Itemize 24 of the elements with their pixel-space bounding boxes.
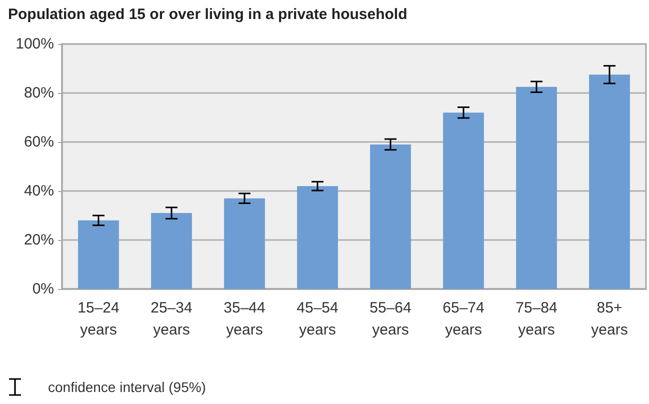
y-tick-label: 0% — [32, 280, 54, 298]
y-tick-label: 80% — [24, 84, 54, 102]
bar — [297, 186, 338, 289]
x-tick-label: 55–64 years — [370, 300, 412, 338]
bar — [589, 74, 630, 289]
x-tick-label: 25–34 years — [150, 300, 192, 338]
x-tick-label: 45–54 years — [296, 300, 338, 338]
bar — [443, 112, 484, 289]
bar — [78, 220, 119, 289]
y-tick-label: 60% — [24, 134, 54, 150]
y-tick-label: 40% — [24, 182, 54, 200]
bar — [370, 144, 411, 289]
x-tick-label: 35–44 years — [224, 300, 266, 338]
y-tick-label: 100% — [16, 36, 54, 52]
chart-title: Population aged 15 or over living in a private household — [8, 6, 408, 23]
x-tick-label: 65–74 years — [442, 300, 484, 338]
x-tick-label: 75–84 years — [516, 300, 558, 338]
text: confidence interval (95%) — [48, 379, 206, 395]
y-tick-label: 20% — [24, 232, 54, 248]
x-tick-label: 85+ years — [591, 300, 628, 338]
bar — [516, 86, 557, 289]
bar — [224, 198, 265, 289]
bar — [151, 213, 192, 289]
x-tick-label: 15–24 years — [78, 300, 120, 338]
